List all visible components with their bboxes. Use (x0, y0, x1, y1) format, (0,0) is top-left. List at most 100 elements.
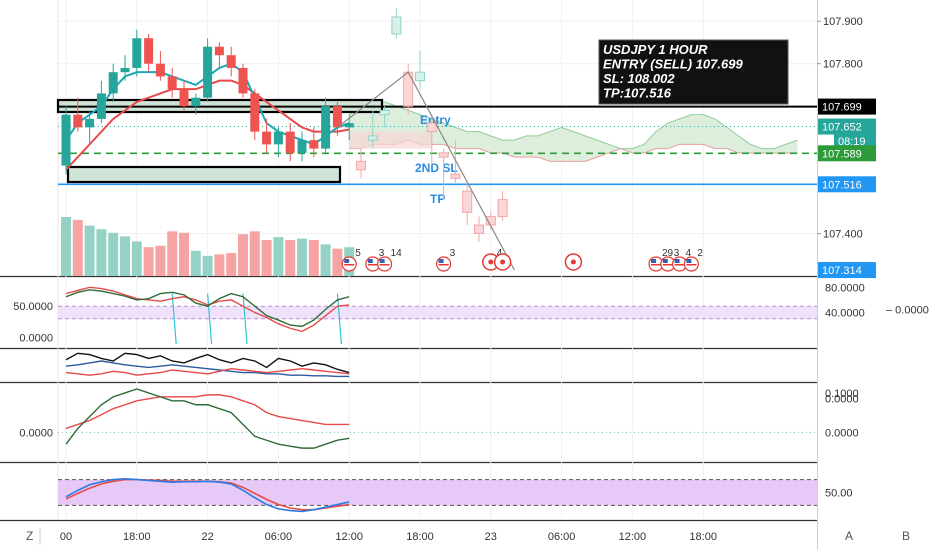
demand-zone-box (66, 165, 342, 184)
info-line-0: USDJPY 1 HOUR (603, 42, 708, 57)
projection-path (337, 71, 515, 271)
price-tick-label-1: 107.800 (823, 59, 863, 71)
event-flag-canton-3 (438, 259, 444, 263)
time-label-9: 18:00 (689, 531, 717, 543)
candle-body-9 (167, 76, 177, 90)
corner-button-b: B (902, 529, 910, 543)
proj-body-32 (438, 152, 449, 158)
price-label-bg-1 (818, 118, 876, 135)
axes: 107.900 107.800 107.400 107.699 107.652 08:19… (13, 0, 932, 550)
proj-body-31 (426, 122, 437, 133)
pane1-cyan-spike-3 (336, 293, 342, 345)
proj-body-28 (391, 16, 402, 35)
pane4-band (58, 479, 817, 506)
event-flag-canton-9 (674, 259, 680, 263)
pane3-red-line (65, 394, 350, 430)
candle-body-23 (332, 106, 342, 128)
volume-bar-7 (143, 247, 154, 276)
price-label-1: 107.652 (822, 122, 862, 134)
pane3-right-tick-1: 0.0000 (825, 427, 859, 439)
pane2-right-tick-0: 0.0000 (825, 393, 859, 405)
price-label-4: 107.516 (822, 179, 862, 191)
indicator-panes (58, 286, 817, 513)
event-flag-stripe-9 (674, 264, 685, 266)
pane1-cyan-spike-0 (171, 293, 177, 345)
level-label-second-sl: 2ND SL (415, 161, 458, 175)
volume-bar-22 (320, 244, 331, 276)
price-label-5: 107.314 (822, 265, 862, 277)
info-line-1: ENTRY (SELL) 107.699 (603, 57, 743, 72)
event-count-1: 3 (379, 248, 385, 259)
event-flag-canton-7 (651, 259, 656, 263)
info-line-2: SL: 108.002 (603, 71, 675, 86)
proj-body-26 (367, 135, 378, 141)
time-label-3: 06:00 (265, 531, 293, 543)
level-label-tp: TP (430, 192, 445, 206)
price-label-3: 107.589 (822, 148, 862, 160)
pane1-cyan-spike-2 (242, 293, 248, 345)
event-count-9: 4 (686, 248, 692, 259)
volume-bar-2 (84, 225, 95, 276)
proj-body-35 (474, 224, 484, 235)
time-label-2: 22 (201, 531, 213, 543)
event-flag-canton-10 (686, 259, 692, 263)
pane4-blue-line (65, 477, 350, 513)
time-label-1: 18:00 (123, 531, 151, 543)
pane1-right-tick-1: 40.0000 (825, 308, 865, 320)
candle-body-19 (285, 131, 295, 153)
time-label-0: 00 (60, 531, 72, 543)
time-label-8: 12:00 (619, 531, 647, 543)
price-label-bg-0 (818, 98, 876, 115)
volume-bar-15 (238, 234, 248, 276)
price-label-bg-3 (818, 145, 876, 162)
proj-body-30 (415, 71, 425, 82)
candle-body-20 (297, 140, 307, 153)
proj-body-37 (497, 199, 508, 218)
candle-body-7 (144, 38, 154, 64)
event-flag-stripe-0 (344, 264, 355, 266)
volume-bar-17 (261, 240, 272, 276)
event-markers: 5 3 14 3 4 29 3 4 2 (341, 248, 703, 272)
info-box-bg (598, 39, 789, 105)
time-label-4: 12:00 (335, 531, 363, 543)
candle-body-11 (191, 97, 201, 107)
candle-body-2 (85, 118, 95, 128)
price-label-bg-2 (834, 132, 876, 149)
proj-body-34 (462, 190, 473, 213)
pane2-red-line (65, 368, 350, 376)
proj-body-33 (450, 173, 461, 179)
price-label-2: 08:19 (838, 136, 866, 148)
price-label-0: 107.699 (822, 102, 862, 114)
pane1-far-right-label: – 0.0000 (886, 304, 929, 316)
pane3-left-tick-0: 0.0000 (19, 427, 53, 439)
proj-body-25 (356, 160, 366, 171)
volume-bar-9 (167, 231, 178, 276)
candle-body-12 (203, 46, 213, 98)
proj-body-27 (379, 109, 390, 116)
pane1-right-tick-0: 80.0000 (825, 282, 865, 294)
candle-body-1 (73, 114, 83, 128)
time-label-7: 06:00 (548, 531, 576, 543)
info-line-3: TP:107.516 (603, 86, 672, 101)
event-flag-canton-2 (379, 259, 385, 263)
pane2-black-line (65, 352, 350, 374)
candles (61, 29, 354, 175)
candle-body-24 (344, 123, 354, 128)
candle-body-21 (309, 140, 319, 149)
event-flag-stripe-3 (438, 264, 449, 266)
candle-body-5 (120, 67, 130, 73)
pane3-green-line (65, 388, 350, 449)
event-dot-4 (488, 259, 494, 265)
candle-body-3 (96, 93, 106, 119)
corner-button-a: A (845, 529, 853, 543)
price-tick-label-2: 107.400 (823, 229, 863, 241)
projection (337, 8, 515, 271)
cloud-red-zone (349, 131, 432, 149)
pane1-left-tick-0: 50.0000 (13, 301, 53, 313)
pane1-band (58, 306, 817, 319)
candle-body-16 (250, 93, 260, 132)
volume-bar-1 (72, 219, 83, 276)
